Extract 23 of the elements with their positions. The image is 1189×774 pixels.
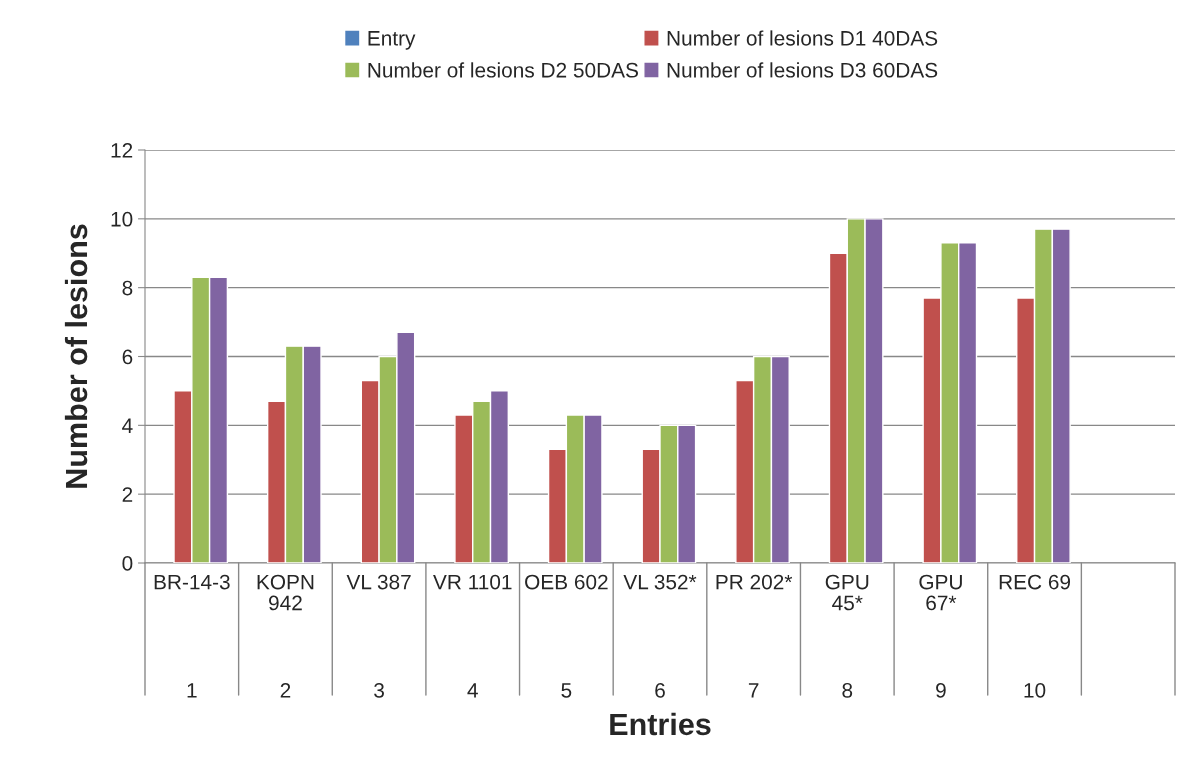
category-label: KOPN 942 2 [257,574,314,698]
category-label: VL 387 3 [346,574,411,698]
legend-label: Entry [368,31,416,50]
y-tick-label: 0 [122,556,133,571]
x-axis-title: Entries [610,712,711,736]
category-label: GPU 67* 9 [919,574,962,698]
category-label: PR 202* 7 [716,574,793,698]
category-label: VR 1101 4 [433,574,512,698]
y-tick-label: 4 [122,418,133,433]
legend-label: Number of lesions D2 50DAS [368,62,638,78]
y-tick-label: 8 [122,280,133,296]
category-label: BR-14-3 1 [154,574,230,698]
y-tick-label: 12 [111,143,133,158]
category-label: VL 352* 6 [623,574,697,698]
legend-label: Number of lesions D1 40DAS [667,30,938,46]
y-tick-label: 6 [122,349,133,365]
legend-label: Number of lesions D3 60DAS [667,62,938,78]
category-label: OEB 602 5 [525,574,608,698]
y-axis-title: Number of lesions [64,224,88,488]
category-label: REC 69 10 [999,574,1071,698]
category-label: GPU 45* 8 [825,574,869,698]
y-tick-label: 2 [122,487,133,502]
y-tick-label: 10 [111,211,133,227]
